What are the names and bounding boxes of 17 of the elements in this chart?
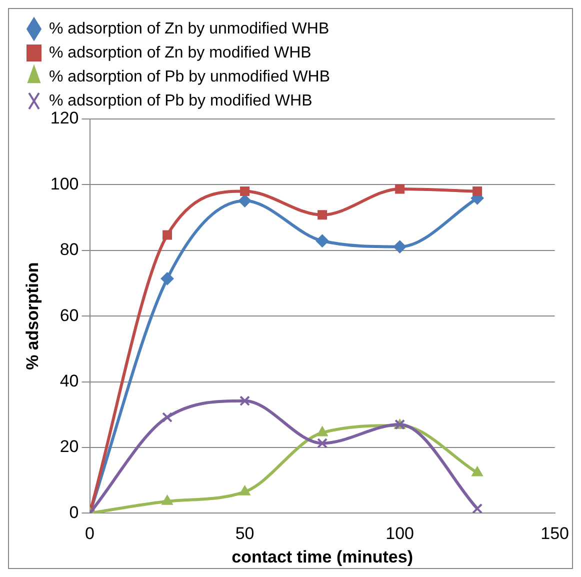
- legend-label: % adsorption of Pb by unmodified WHB: [49, 68, 330, 86]
- y-axis-title: % adsorption: [22, 262, 42, 370]
- x-tick-label: 0: [85, 524, 94, 544]
- y-tick-label: 0: [69, 502, 79, 522]
- x-tick-label: 50: [235, 524, 254, 544]
- y-tick-label: 80: [60, 240, 79, 260]
- y-tick-label: 120: [50, 108, 79, 128]
- legend-label: % adsorption of Zn by modified WHB: [49, 44, 312, 62]
- legend-label: % adsorption of Zn by unmodified WHB: [49, 20, 330, 38]
- x-tick-label: 100: [386, 524, 414, 544]
- y-tick-label: 20: [60, 437, 79, 456]
- x-axis-title: contact time (minutes): [232, 547, 413, 566]
- y-tick-label: 100: [50, 174, 79, 194]
- y-tick-label: 40: [60, 371, 79, 390]
- x-tick-label: 150: [540, 524, 570, 544]
- y-tick-label: 60: [60, 306, 79, 325]
- legend-label: % adsorption of Pb by modified WHB: [49, 92, 312, 110]
